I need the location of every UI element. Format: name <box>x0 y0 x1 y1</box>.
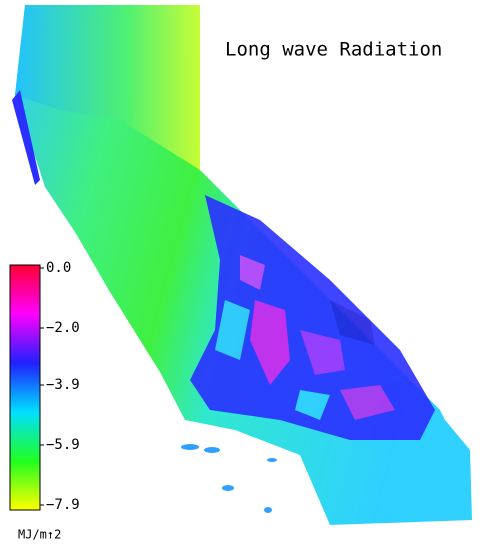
colorbar-tick-label: −7.9 <box>46 497 80 513</box>
north-region <box>15 5 200 170</box>
islands <box>181 444 277 513</box>
colorbar-tick-label: −3.9 <box>46 377 80 393</box>
colorbar-tick-label: 0.0 <box>46 260 71 276</box>
high-radiation-areas <box>190 195 435 440</box>
colorbar-tick-label: −2.0 <box>46 320 80 336</box>
colorbar-unit: MJ/m↑2 <box>18 528 61 542</box>
colorbar-ramp <box>9 264 41 511</box>
map-title: Long wave Radiation <box>225 39 442 61</box>
colorbar-tick-label: −5.9 <box>46 437 80 453</box>
colorbar: 0.0 −2.0 −3.9 −5.9 −7.9 <box>9 260 80 513</box>
coast-edge <box>12 90 40 185</box>
california <box>12 5 472 525</box>
